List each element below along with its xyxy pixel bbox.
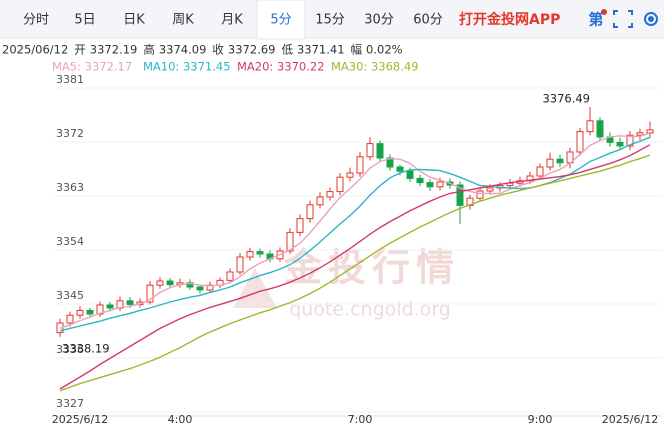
x-tick-label: 9:00	[528, 413, 553, 426]
tab[interactable]: 月K	[221, 13, 243, 28]
candle-body	[576, 131, 584, 153]
candle-body	[406, 170, 414, 179]
candle-body	[366, 143, 374, 158]
icon-text: 第	[588, 11, 603, 29]
app-link[interactable]: 打开金投网APP	[459, 11, 560, 28]
info-text: 开	[74, 43, 86, 57]
candle-body	[296, 218, 304, 233]
candle-body	[596, 120, 604, 138]
candle-body	[486, 187, 494, 192]
tab[interactable]: 日K	[123, 13, 145, 28]
y-tick-label: 3372	[56, 127, 84, 140]
legend-entry: MA20: 3370.22	[237, 60, 325, 74]
badge-dot	[601, 9, 607, 15]
info-text: 0.02%	[366, 43, 403, 57]
ma-line	[59, 136, 651, 332]
legend-entry: MA30: 3368.49	[331, 60, 419, 74]
tab[interactable]: 5分	[270, 13, 291, 28]
info-text: 收	[212, 43, 224, 57]
info-text: 3371.41	[297, 43, 345, 57]
candle-body	[376, 143, 384, 159]
tab[interactable]: 周K	[172, 13, 194, 28]
tab[interactable]: 15分	[315, 13, 345, 28]
info-text: 3374.09	[159, 43, 207, 57]
x-tick-label: 2025/6/12	[602, 413, 658, 426]
y-tick-label: 3327	[56, 397, 84, 410]
candle-body	[126, 300, 134, 305]
candle-body	[86, 309, 94, 315]
candle-body	[646, 129, 654, 134]
candle-body	[396, 166, 404, 172]
y-tick-label: 3381	[56, 73, 84, 86]
candle-body	[156, 280, 164, 286]
candle-body	[336, 176, 344, 193]
legend-entry: MA5: 3372.17	[52, 60, 132, 74]
candle-body	[546, 158, 554, 168]
candle-body	[226, 271, 234, 281]
candle-body	[66, 314, 74, 324]
settings-icon[interactable]	[644, 12, 658, 26]
ma-line	[59, 144, 651, 390]
candle-body	[286, 231, 294, 252]
info-text: 2025/06/12	[2, 43, 68, 57]
fullscreen-icon[interactable]	[613, 10, 633, 28]
candle-body	[556, 158, 564, 164]
candle-body	[106, 304, 114, 309]
tab-bar	[0, 0, 664, 38]
x-tick-label: 7:00	[348, 413, 373, 426]
y-tick-label: 3363	[56, 181, 84, 194]
candle-body	[236, 256, 244, 273]
candle-body	[306, 204, 314, 220]
candle-body	[166, 280, 174, 286]
legend-entry: MA10: 3371.45	[143, 60, 231, 74]
candle-body	[326, 191, 334, 198]
candle-body	[256, 251, 264, 255]
x-tick-label: 2025/6/12	[52, 413, 108, 426]
y-tick-label: 3345	[56, 289, 84, 302]
y-tick-label: 3336	[56, 343, 84, 356]
info-text: 高	[143, 43, 155, 57]
candle-body	[346, 172, 354, 178]
candle-body	[426, 182, 434, 188]
watermark-logo	[233, 268, 277, 308]
candle-body	[616, 141, 624, 147]
tab-active-bg	[256, 0, 306, 40]
candle-body	[316, 196, 324, 206]
candle-body	[416, 177, 424, 184]
low-label: 3338.19	[62, 341, 110, 355]
candle-body	[476, 190, 484, 199]
watermark-url: quote.cngold.org	[289, 299, 451, 321]
tab[interactable]: 60分	[413, 13, 443, 28]
candle-body	[586, 120, 594, 133]
tab[interactable]: 30分	[364, 13, 394, 28]
candle-body	[246, 251, 254, 258]
candle-body	[636, 132, 644, 136]
y-tick-label: 3354	[56, 235, 84, 248]
info-text: 幅	[351, 43, 363, 57]
candle-body	[76, 309, 84, 316]
candle-body	[626, 134, 634, 147]
tab[interactable]: 分时	[23, 13, 49, 28]
watermark-title: 金投行情	[283, 246, 460, 290]
candle-body	[436, 181, 444, 188]
tab[interactable]: 5日	[74, 13, 95, 28]
candle-body	[356, 156, 364, 174]
info-text: 3372.19	[90, 43, 138, 57]
info-text: 3372.69	[228, 43, 276, 57]
ma-line	[59, 132, 651, 330]
high-label: 3376.49	[542, 92, 590, 106]
candle-body	[196, 286, 204, 291]
candle-body	[536, 166, 544, 177]
x-tick-label: 4:00	[168, 413, 193, 426]
ma-line	[59, 154, 651, 392]
info-text: 低	[281, 43, 293, 57]
candle-body	[456, 184, 464, 206]
candle-body	[146, 284, 154, 303]
